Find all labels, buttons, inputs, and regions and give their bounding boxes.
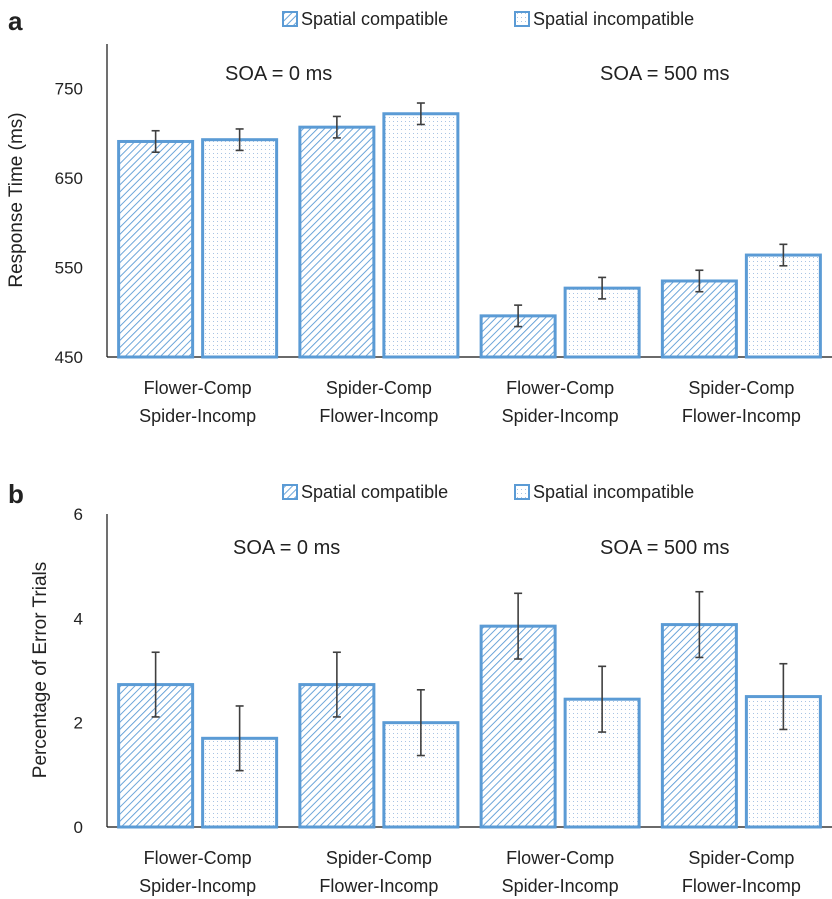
soa-annotation: SOA = 500 ms	[600, 63, 730, 85]
panel-label: a	[8, 6, 23, 36]
panel-a-chart: a Spatial compatible Spatial incompatible 4…	[6, 6, 832, 426]
bar-compatible	[479, 314, 557, 359]
y-tick-label: 650	[55, 169, 83, 188]
x-tick-label-line1: Spider-Comp	[326, 378, 432, 398]
x-tick-label-line1: Spider-Comp	[688, 378, 794, 398]
legend-swatch-compatible	[282, 484, 298, 500]
x-tick-label-line2: Spider-Incomp	[139, 876, 256, 896]
bar-incompatible	[563, 286, 641, 359]
x-tick-label-line1: Flower-Comp	[506, 378, 614, 398]
y-tick-label: 750	[55, 80, 83, 99]
bar-incompatible	[744, 253, 822, 359]
soa-annotation: SOA = 0 ms	[225, 63, 332, 85]
x-tick-label-line2: Spider-Incomp	[139, 406, 256, 426]
x-tick-label-line1: Flower-Comp	[144, 848, 252, 868]
x-tick-label-line2: Flower-Incomp	[682, 876, 801, 896]
legend-label-incompatible: Spatial incompatible	[533, 482, 694, 502]
bar-compatible	[117, 139, 195, 359]
y-axis-label: Response Time (ms)	[6, 112, 27, 287]
bar-incompatible	[382, 112, 460, 359]
x-tick-label-line2: Flower-Incomp	[682, 406, 801, 426]
x-tick-label-line1: Spider-Comp	[326, 848, 432, 868]
y-axis-label: Percentage of Error Trials	[30, 562, 51, 778]
panel-b-chart: b Spatial compatible Spatial incompatible 0…	[8, 479, 832, 896]
soa-annotation: SOA = 500 ms	[600, 537, 730, 559]
bar-compatible	[298, 125, 376, 359]
bar-incompatible	[201, 138, 279, 359]
x-tick-label-line2: Flower-Incomp	[319, 876, 438, 896]
legend-label-compatible: Spatial compatible	[301, 482, 448, 502]
y-tick-label: 550	[55, 259, 83, 278]
x-tick-label-line2: Spider-Incomp	[502, 406, 619, 426]
y-tick-label: 0	[74, 818, 83, 837]
bar-compatible	[660, 279, 738, 359]
x-tick-label-line1: Spider-Comp	[688, 848, 794, 868]
x-tick-label-line2: Spider-Incomp	[502, 876, 619, 896]
legend-label-incompatible: Spatial incompatible	[533, 9, 694, 29]
x-tick-label-line2: Flower-Incomp	[319, 406, 438, 426]
legend-label-compatible: Spatial compatible	[301, 9, 448, 29]
legend-swatch-compatible	[282, 11, 298, 27]
y-tick-label: 2	[74, 714, 83, 733]
x-tick-label-line1: Flower-Comp	[144, 378, 252, 398]
soa-annotation: SOA = 0 ms	[233, 537, 340, 559]
panel-label: b	[8, 479, 24, 509]
legend-swatch-incompatible	[514, 484, 530, 500]
legend-swatch-incompatible	[514, 11, 530, 27]
x-tick-label-line1: Flower-Comp	[506, 848, 614, 868]
y-tick-label: 450	[55, 348, 83, 367]
y-tick-label: 4	[74, 609, 83, 628]
y-tick-label: 6	[74, 505, 83, 524]
